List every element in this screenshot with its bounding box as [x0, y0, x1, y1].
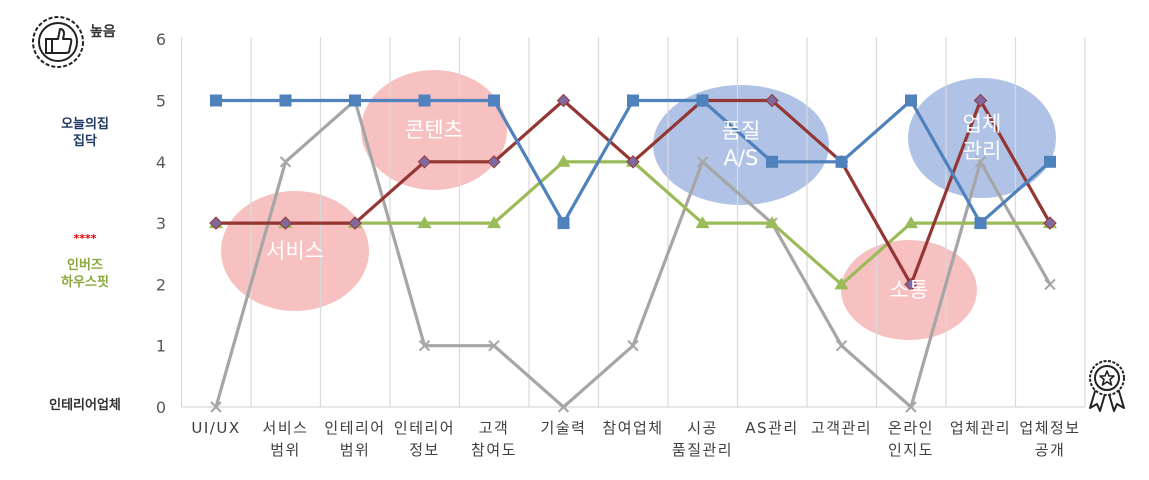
y-tick-label: 5 — [156, 92, 166, 111]
y-tick-label: 6 — [156, 30, 166, 49]
label-series-c: 인버즈 하우스핏 — [61, 258, 109, 290]
data-point-s2-11 — [904, 277, 918, 292]
x-tick-label: 인테리어 범위 — [324, 419, 385, 459]
data-point-s1-3 — [349, 94, 361, 107]
x-tick-label: 시공 품질관리 — [672, 419, 733, 459]
data-point-s2-13 — [1043, 216, 1057, 230]
x-tick-label: UI/UX — [191, 419, 240, 437]
y-tick-label: 2 — [156, 275, 166, 294]
x-tick-label: 기술력 — [541, 419, 587, 437]
data-point-s2-5 — [487, 155, 501, 169]
highlight-labels: 서비스 콘텐츠 품질 A/S 소통 업체 관리 — [266, 112, 1001, 302]
data-point-s4-13 — [1044, 278, 1056, 291]
data-point-s1-7 — [627, 94, 639, 107]
label-stars: **** — [73, 232, 97, 245]
data-point-s4-2 — [279, 156, 292, 168]
data-point-s2-12 — [973, 93, 988, 108]
label-low: 인테리어업체 — [49, 398, 121, 413]
data-point-s3-4 — [417, 216, 432, 229]
data-point-s4-10 — [835, 339, 848, 352]
data-point-s1-2 — [279, 94, 292, 107]
data-point-s1-4 — [418, 94, 431, 107]
label-high: 높음 — [90, 24, 116, 40]
y-tick-label: 3 — [156, 214, 166, 233]
highlight-bubble-1 — [221, 191, 369, 311]
data-point-s2-6 — [556, 93, 571, 108]
award-ribbon-icon — [1089, 360, 1125, 412]
data-point-s3-8 — [695, 216, 710, 229]
highlight-bubbles — [221, 70, 1056, 340]
data-point-s4-11 — [905, 401, 917, 413]
data-point-s4-1 — [210, 401, 222, 413]
data-point-s3-9 — [765, 216, 779, 229]
highlight-label-5: 업체 관리 — [963, 112, 1002, 163]
y-axis-ticks: 0 1 2 3 4 5 6 — [156, 30, 166, 417]
x-tick-label: AS관리 — [745, 419, 798, 437]
data-point-s1-6 — [557, 217, 570, 230]
highlight-label-2: 콘텐츠 — [405, 118, 463, 142]
x-tick-label: 고객 참여도 — [471, 419, 517, 459]
data-point-s4-6 — [557, 401, 570, 413]
data-point-s2-3 — [348, 216, 362, 230]
data-point-s4-12 — [974, 156, 987, 168]
highlight-label-4: 소통 — [890, 278, 929, 302]
data-point-s4-5 — [488, 339, 500, 352]
series-lines — [209, 93, 1057, 413]
data-point-s1-10 — [835, 155, 848, 168]
data-point-s3-10 — [834, 277, 849, 290]
data-point-s2-4 — [417, 155, 432, 169]
data-point-s4-7 — [627, 339, 639, 352]
data-point-s4-4 — [418, 339, 431, 352]
highlight-bubble-4 — [841, 240, 977, 340]
data-point-s1-8 — [696, 94, 709, 107]
data-point-s1-13 — [1044, 155, 1056, 168]
x-tick-label: 참여업체 — [602, 419, 663, 437]
x-tick-label: 업체관리 — [950, 419, 1011, 437]
data-point-s1-9 — [766, 155, 778, 168]
data-point-s1-1 — [210, 94, 222, 107]
x-tick-label: 고객관리 — [811, 419, 872, 437]
data-point-s2-1 — [209, 216, 223, 230]
highlight-label-3: 품질 A/S — [722, 119, 761, 170]
data-point-s1-12 — [974, 217, 987, 230]
data-point-s1-5 — [488, 94, 500, 107]
highlight-label-1: 서비스 — [266, 239, 324, 263]
highlight-bubble-3 — [653, 85, 829, 205]
data-point-s2-9 — [765, 93, 779, 108]
data-point-s3-6 — [556, 154, 571, 167]
data-point-s2-7 — [626, 155, 640, 169]
x-tick-label: 인테리어 정보 — [394, 419, 455, 459]
data-point-s2-2 — [278, 216, 293, 230]
x-tick-label: 업체정보 공개 — [1019, 419, 1080, 459]
x-tick-label: 서비스 범위 — [263, 419, 309, 459]
y-tick-label: 4 — [156, 153, 166, 172]
y-tick-label: 1 — [156, 337, 166, 356]
thumbs-up-badge-icon — [32, 16, 84, 68]
data-point-s4-8 — [696, 156, 709, 168]
data-point-s1-11 — [905, 94, 917, 107]
data-point-s3-11 — [904, 216, 918, 229]
y-tick-label: 0 — [156, 398, 166, 417]
data-point-s3-5 — [487, 216, 501, 229]
x-tick-label: 온라인 인지도 — [888, 419, 934, 459]
label-series-a: 오늘의집 집닥 — [61, 117, 109, 149]
